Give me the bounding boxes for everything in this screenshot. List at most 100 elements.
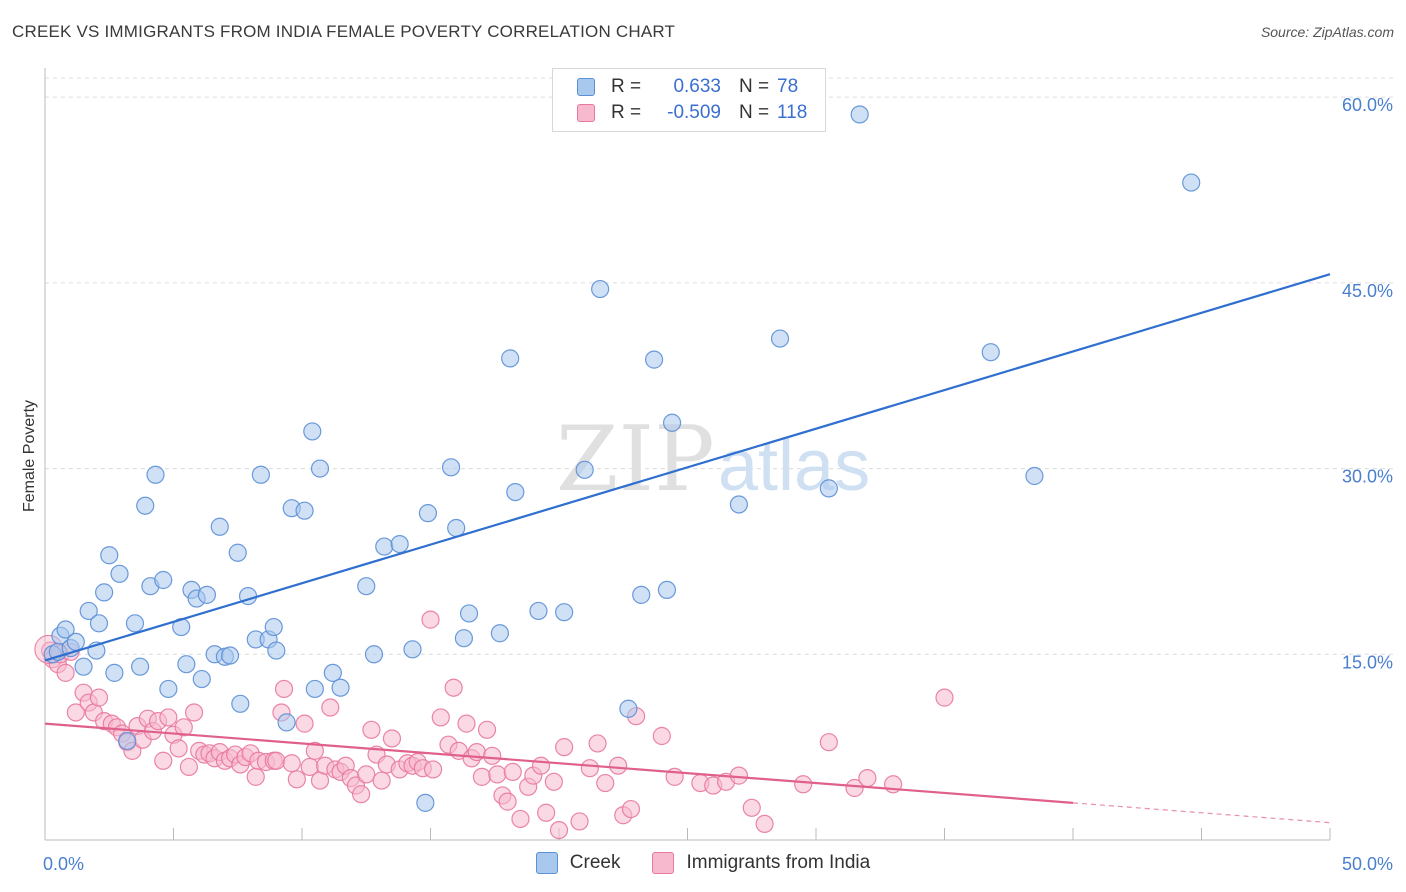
india-point bbox=[498, 792, 517, 811]
creek-point bbox=[277, 713, 296, 732]
watermark-zip: ZIP bbox=[556, 407, 715, 512]
creek-point bbox=[192, 669, 211, 689]
legend-n-value: 78 bbox=[777, 76, 799, 97]
india-point bbox=[570, 812, 589, 831]
correlation-legend: R = 0.633 N = 78 R = -0.509 N = 118 bbox=[552, 68, 826, 132]
creek-point bbox=[490, 624, 509, 643]
creek-point bbox=[364, 645, 384, 664]
india-point bbox=[755, 814, 774, 834]
creek-point bbox=[100, 546, 119, 565]
india-point bbox=[935, 688, 954, 707]
india-point bbox=[511, 809, 530, 829]
creek-point bbox=[459, 604, 479, 623]
india-point bbox=[274, 679, 294, 699]
creek-point bbox=[177, 655, 196, 674]
creek-point bbox=[632, 585, 651, 604]
creek-point bbox=[130, 657, 150, 676]
india-point bbox=[531, 756, 551, 775]
india-points bbox=[34, 610, 954, 840]
india-point bbox=[154, 751, 173, 770]
india-point bbox=[357, 765, 376, 784]
india-point bbox=[483, 746, 502, 765]
creek-point bbox=[210, 517, 229, 536]
legend-r-value: 0.633 bbox=[673, 76, 721, 97]
india-point bbox=[794, 775, 813, 794]
creek-point bbox=[418, 504, 438, 523]
creek-point bbox=[105, 663, 124, 682]
india-point bbox=[588, 734, 607, 753]
creek-point bbox=[228, 543, 247, 562]
india-point bbox=[549, 820, 569, 840]
india-point bbox=[287, 770, 306, 789]
creek-point bbox=[251, 465, 270, 484]
creek-point bbox=[125, 614, 145, 633]
creek-point bbox=[331, 678, 350, 697]
legend-n-label: N = bbox=[739, 102, 770, 123]
creek-point bbox=[850, 105, 869, 124]
india-legend-swatch bbox=[652, 852, 675, 874]
creek-point bbox=[136, 496, 155, 515]
creek-point bbox=[295, 501, 314, 520]
creek-point bbox=[66, 632, 85, 652]
creek-point bbox=[264, 617, 283, 637]
india-point bbox=[56, 663, 75, 682]
creek-point bbox=[819, 479, 838, 498]
legend-india-label: Immigrants from India bbox=[686, 852, 871, 873]
india-point bbox=[537, 803, 556, 822]
creek-point bbox=[89, 614, 109, 633]
creek-point bbox=[95, 583, 114, 602]
series-legend: Creek Immigrants from India bbox=[0, 852, 1406, 874]
legend-n-label: N = bbox=[739, 76, 770, 97]
india-point bbox=[742, 798, 761, 817]
india-point bbox=[621, 799, 641, 819]
creek-point bbox=[118, 731, 137, 751]
y-tick-label: 60.0% bbox=[1342, 95, 1393, 115]
india-point bbox=[159, 708, 178, 727]
creek-point bbox=[390, 534, 409, 554]
x-tick-label: 50.0% bbox=[1342, 854, 1393, 874]
india-point bbox=[845, 778, 864, 798]
creek-point bbox=[619, 699, 638, 718]
india-point bbox=[444, 678, 463, 697]
y-tick-label: 30.0% bbox=[1342, 467, 1393, 487]
legend-item-creek[interactable]: Creek bbox=[535, 852, 621, 874]
india-point bbox=[819, 733, 838, 752]
india-point bbox=[362, 720, 381, 739]
creek-point bbox=[220, 646, 240, 665]
creek-point bbox=[305, 679, 324, 699]
legend-row-creek: R = 0.633 N = 78 bbox=[577, 75, 798, 99]
india-trend-line-extension bbox=[1072, 802, 1331, 824]
legend-item-india[interactable]: Immigrants from India bbox=[652, 852, 870, 874]
india-point bbox=[246, 767, 265, 786]
india-point bbox=[555, 738, 574, 757]
trend-lines bbox=[44, 273, 1331, 824]
creek-point bbox=[197, 585, 217, 604]
creek-point bbox=[657, 580, 677, 600]
legend-r-label: R = bbox=[611, 102, 642, 123]
creek-point bbox=[644, 350, 664, 369]
creek-swatch bbox=[577, 78, 595, 96]
creek-point bbox=[454, 629, 474, 648]
india-point bbox=[372, 771, 391, 790]
india-point bbox=[503, 762, 522, 782]
india-point bbox=[472, 767, 491, 786]
creek-point bbox=[154, 570, 173, 590]
india-point bbox=[858, 768, 877, 788]
creek-point bbox=[729, 495, 749, 514]
india-point bbox=[89, 688, 109, 707]
india-point bbox=[423, 760, 443, 779]
creek-point bbox=[303, 422, 322, 441]
chart-title: CREEK VS IMMIGRANTS FROM INDIA FEMALE PO… bbox=[12, 22, 676, 41]
creek-points bbox=[43, 105, 1201, 812]
india-point bbox=[184, 703, 204, 722]
india-point bbox=[352, 785, 371, 804]
india-point bbox=[295, 714, 314, 733]
creek-point bbox=[159, 679, 178, 699]
india-point bbox=[267, 751, 286, 770]
creek-point bbox=[770, 329, 790, 348]
creek-point bbox=[416, 793, 435, 812]
legend-creek-label: Creek bbox=[569, 852, 621, 873]
creek-point bbox=[74, 657, 93, 676]
india-point bbox=[652, 726, 671, 746]
